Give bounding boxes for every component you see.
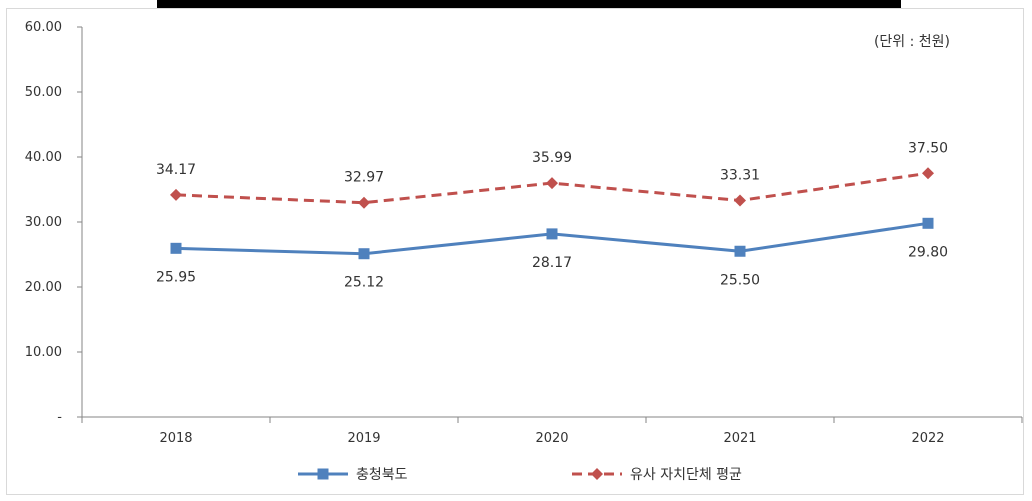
data-label: 25.50 (720, 272, 760, 288)
data-label: 35.99 (532, 150, 572, 166)
data-label: 29.80 (908, 244, 948, 260)
series-1: 25.95 25.12 28.17 25.50 29.80 (156, 217, 948, 291)
data-label: 28.17 (532, 255, 572, 271)
unit-note: (단위 : 천원) (874, 34, 950, 50)
x-tick-label: 2020 (535, 431, 568, 446)
legend-marker-series-2 (591, 468, 603, 480)
data-label: 25.95 (156, 269, 196, 285)
data-point-square (546, 228, 558, 240)
data-point-diamond (734, 194, 746, 207)
data-point-square (734, 245, 746, 257)
y-tick-label: 10.00 (25, 345, 62, 360)
data-point-diamond (922, 167, 934, 180)
top-black-bar (157, 0, 901, 8)
data-point-square (358, 248, 370, 260)
data-label: 32.97 (344, 170, 384, 186)
data-label: 37.50 (908, 140, 948, 156)
x-tick-label: 2019 (347, 431, 380, 446)
x-tick-label: 2021 (723, 431, 756, 446)
chart-frame (6, 8, 1024, 495)
axes: - 10.00 20.00 30.00 40.00 50.00 60.00 2018 2019 2… (25, 20, 1023, 446)
y-tick-label: - (57, 410, 62, 425)
series-2: 34.17 32.97 35.99 33.31 37.50 (156, 140, 948, 209)
legend-label-series-2: 유사 자치단체 평균 (630, 467, 742, 483)
y-tick-label: 50.00 (25, 85, 62, 100)
data-label: 33.31 (720, 167, 760, 183)
legend: 충청북도 유사 자치단체 평균 (298, 467, 742, 483)
data-point-diamond (358, 196, 370, 209)
y-tick-label: 60.00 (25, 20, 62, 35)
data-point-square (170, 242, 182, 254)
y-tick-label: 20.00 (25, 280, 62, 295)
series-layer: 25.95 25.12 28.17 25.50 29.80 34.17 32.97 35.99… (156, 140, 948, 290)
data-point-diamond (546, 177, 558, 190)
data-point-diamond (170, 188, 182, 201)
x-tick-label: 2022 (911, 431, 944, 446)
legend-label-series-1: 충청북도 (356, 467, 408, 483)
y-tick-label: 30.00 (25, 215, 62, 230)
y-tick-label: 40.00 (25, 150, 62, 165)
data-point-square (922, 217, 934, 229)
data-label: 34.17 (156, 162, 196, 178)
data-label: 25.12 (344, 275, 384, 291)
legend-marker-series-1 (317, 468, 329, 480)
x-tick-label: 2018 (159, 431, 192, 446)
